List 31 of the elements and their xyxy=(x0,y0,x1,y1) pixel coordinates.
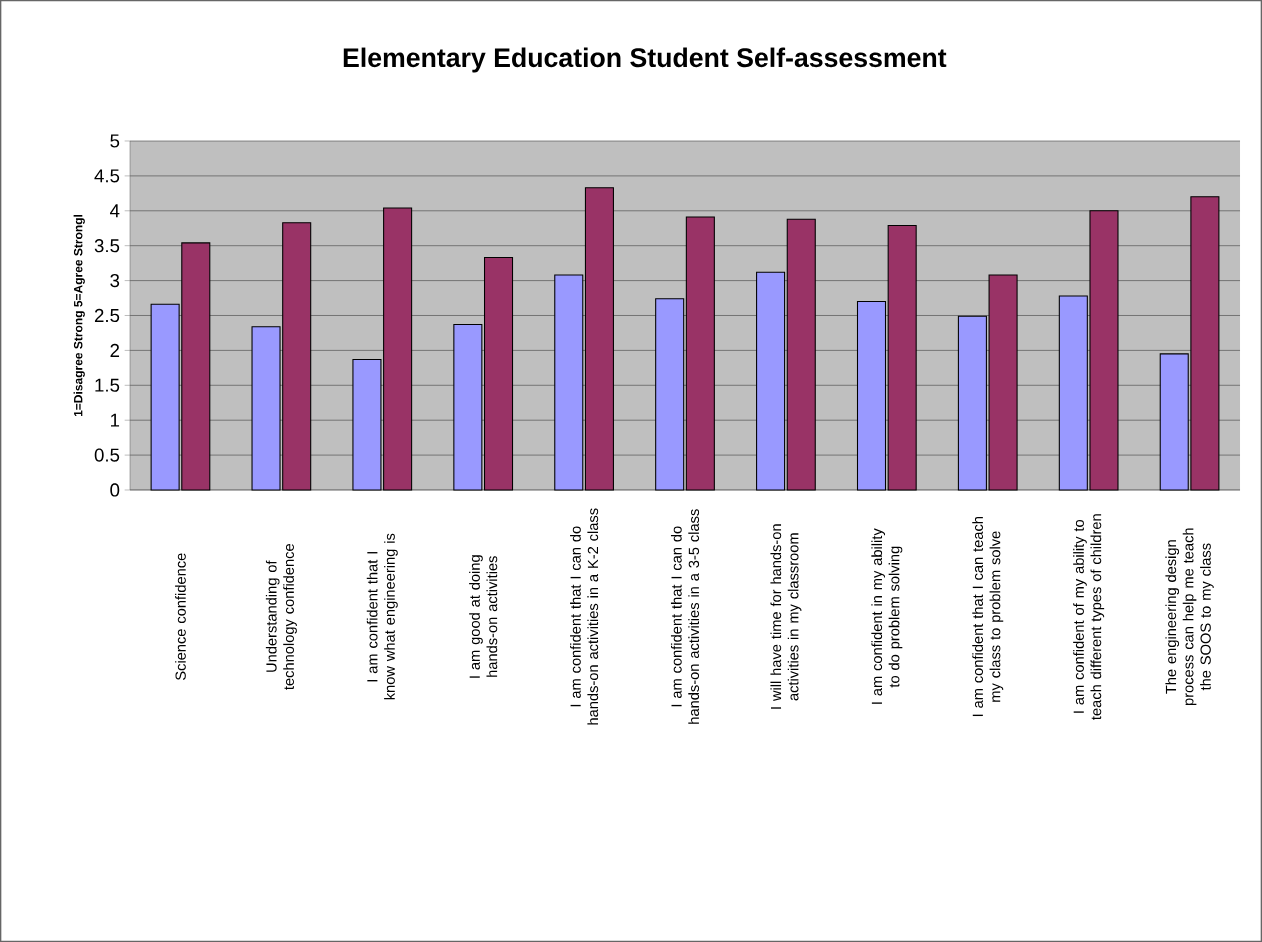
x-tick-label: I am good at doing hands-on activities xyxy=(469,555,498,678)
x-tick-label: I will have time for hands-on activities in my classroom xyxy=(770,524,802,709)
y-tick-label: 3 xyxy=(110,273,120,288)
bar xyxy=(856,300,887,491)
y-tick-label: 2 xyxy=(110,343,120,357)
y-tick-label: 4 xyxy=(110,204,120,218)
bar xyxy=(655,298,685,491)
x-tick-label: The engineering design process can help me teach the SOOS to my class xyxy=(1165,528,1214,706)
y-tick-label: 0.5 xyxy=(94,448,120,462)
y-tick-label: 3.5 xyxy=(94,239,120,253)
x-tick-label: Understanding of technology confidence xyxy=(265,544,297,690)
y-tick-label: 1.5 xyxy=(95,378,120,392)
x-tick-label: I am confident that I can do hands-on activities in a K-2 class xyxy=(570,508,599,725)
bar xyxy=(584,187,614,491)
bar xyxy=(786,218,816,491)
x-tick-label: I am confident of my ability to teach different types of children xyxy=(1073,514,1105,720)
bar xyxy=(554,274,584,491)
y-tick-label: 5 xyxy=(110,134,120,148)
chart-title: Elementary Education Student Self-assessment xyxy=(343,47,947,73)
bar xyxy=(756,271,786,491)
y-tick-label: 1 xyxy=(111,413,120,427)
x-tick-label: I am confident in my ability to do problem solving xyxy=(871,528,903,704)
x-tick-label: I am confident that I know what engineering is xyxy=(366,533,398,700)
y-axis-title: 1=Disagree Strong 5=Agree Strongl xyxy=(73,214,85,417)
y-tick-label: 2.5 xyxy=(94,308,120,323)
bar xyxy=(685,216,715,491)
x-tick-label: I am confident that I can do hands-on activities in a 3-5 class xyxy=(670,509,700,724)
y-tick-label: 4.5 xyxy=(94,169,120,183)
x-tick-label: Science confidence xyxy=(175,553,186,681)
bar xyxy=(887,224,917,491)
y-tick-label: 0 xyxy=(110,483,120,497)
